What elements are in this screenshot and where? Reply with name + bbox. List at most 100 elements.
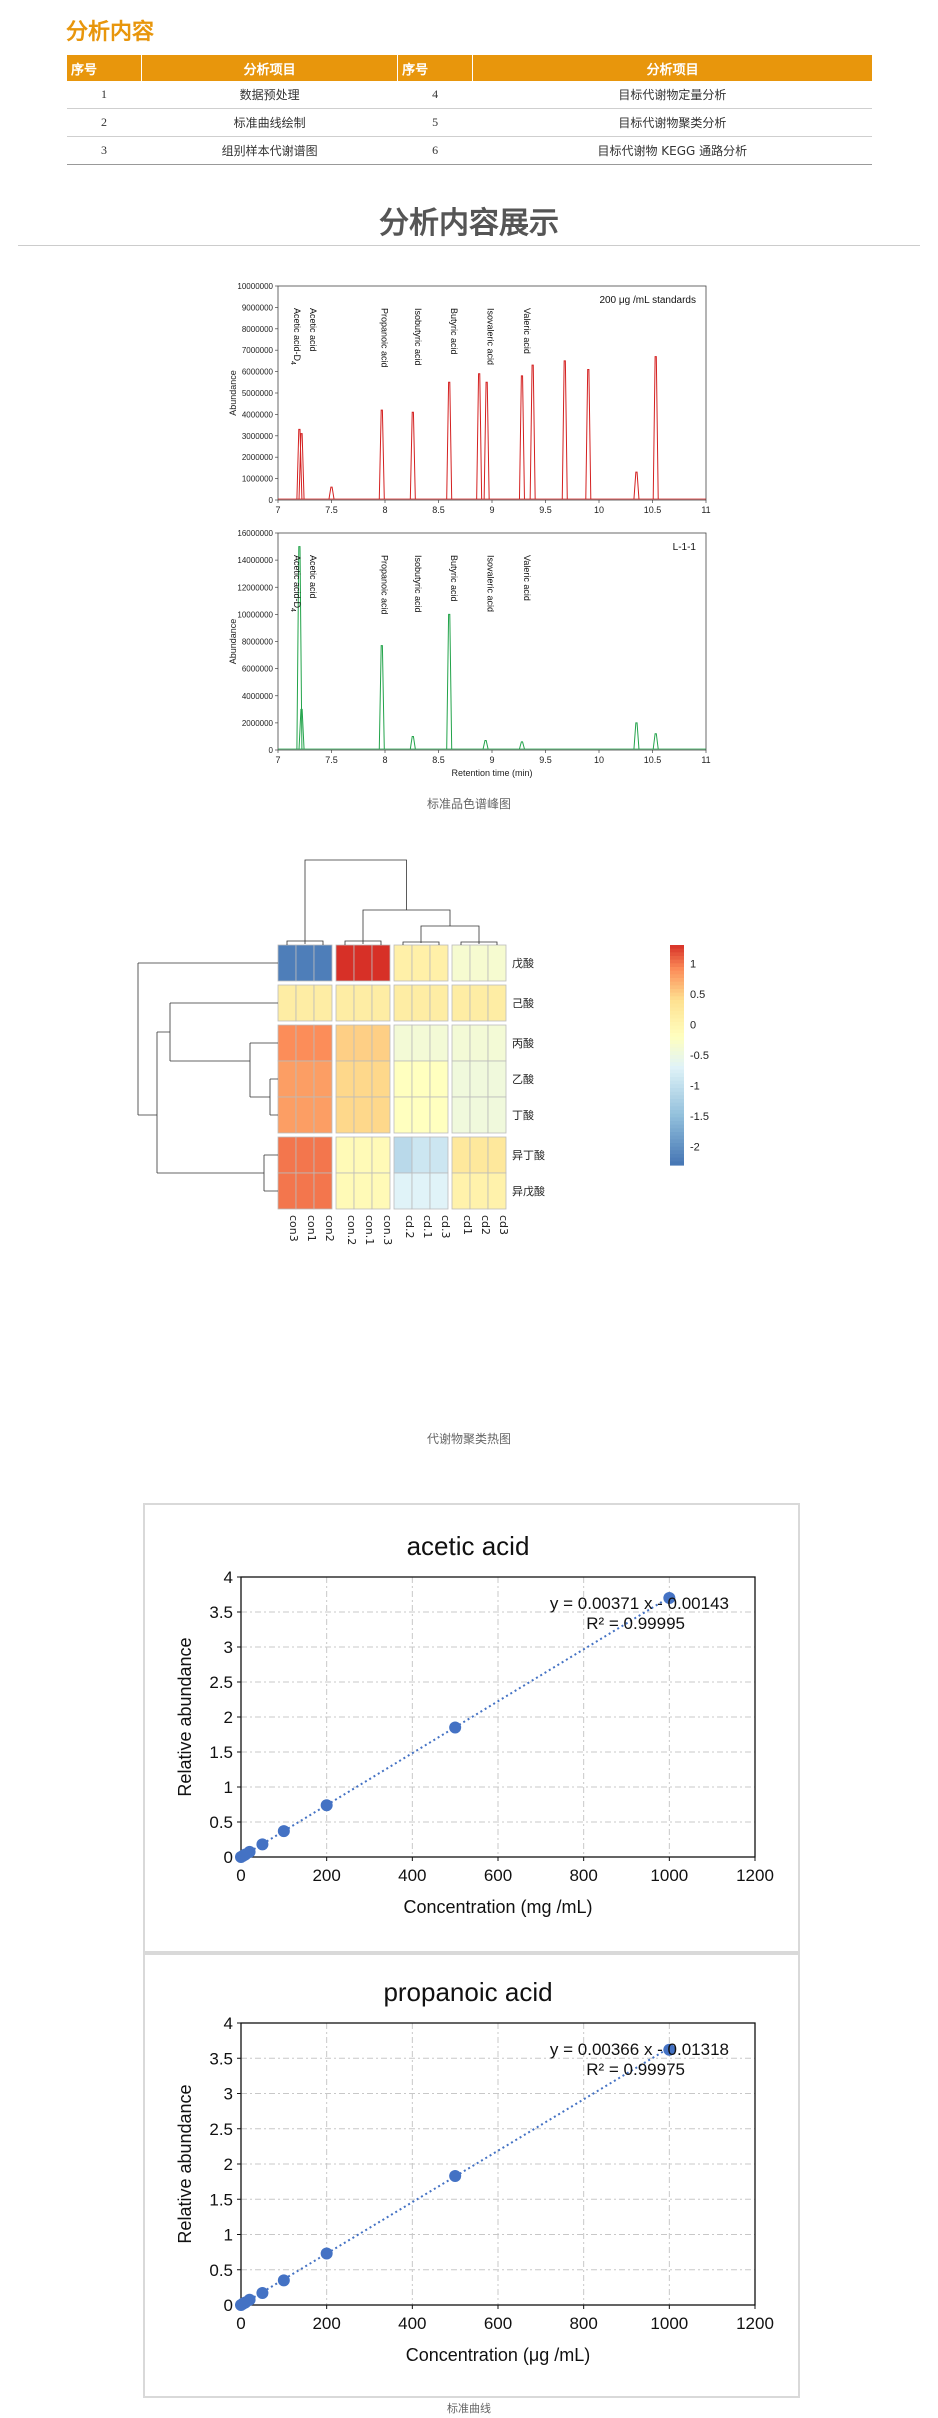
row-label: 丁酸	[512, 1108, 534, 1122]
chromatogram-peak	[328, 486, 335, 500]
table-row: 1 数据预处理 4 目标代谢物定量分析	[66, 81, 872, 109]
curve-title: propanoic acid	[383, 1977, 552, 2007]
y-tick-label: 1.5	[209, 1743, 233, 1762]
colorbar-tick-label: -0.5	[690, 1050, 709, 1062]
colorbar-segment	[670, 1095, 684, 1100]
data-point	[449, 1721, 462, 1734]
heatmap-cell	[469, 944, 489, 982]
y-axis-label: Relative abundance	[175, 2084, 195, 2243]
row-label: 己酸	[512, 996, 534, 1010]
heatmap-cell	[393, 1136, 413, 1174]
column-label: cd.2	[403, 1215, 416, 1239]
colorbar-segment	[670, 1025, 684, 1030]
heatmap-cell	[487, 1096, 507, 1134]
chromatogram-peak	[476, 373, 483, 500]
colorbar-segment	[670, 981, 684, 986]
column-label: cd2	[479, 1215, 492, 1235]
x-tick-label: 10.5	[644, 505, 662, 515]
y-tick-label: 8000000	[242, 325, 274, 334]
heatmap-cell	[469, 1096, 489, 1134]
colorbar-segment	[670, 1121, 684, 1126]
colorbar-segment	[670, 952, 684, 957]
colorbar-tick-label: -1.5	[690, 1111, 709, 1123]
y-tick-label: 0	[224, 2296, 233, 2315]
data-point	[277, 1825, 290, 1838]
heatmap-cell	[451, 1172, 471, 1210]
colorbar-segment	[670, 1055, 684, 1060]
heatmap-cell	[393, 944, 413, 982]
colorbar-segment	[670, 1077, 684, 1082]
x-tick-label: 400	[398, 1866, 426, 1885]
data-point	[320, 1799, 333, 1812]
colorbar-segment	[670, 1011, 684, 1016]
column-label: cd.1	[421, 1215, 434, 1239]
y-tick-label: 2000000	[242, 453, 274, 462]
y-tick-label: 12000000	[237, 583, 273, 592]
x-tick-label: 8.5	[432, 505, 445, 515]
heatmap-cell	[277, 944, 297, 982]
heatmap-cell	[429, 1024, 449, 1062]
colorbar-segment	[670, 1113, 684, 1118]
colorbar-segment	[670, 1069, 684, 1074]
peak-annotation: Isobutyric acid	[413, 308, 423, 366]
row-label: 乙酸	[512, 1072, 534, 1086]
colorbar-segment	[670, 1036, 684, 1041]
heatmap-cell	[469, 1024, 489, 1062]
chromatogram-peak	[585, 368, 592, 500]
heatmap-cell	[313, 1096, 333, 1134]
peak-annotation: Acetic acid-D4	[289, 308, 302, 365]
heatmap-cell	[429, 984, 449, 1022]
peak-annotation: Isovaleric acid	[486, 308, 496, 365]
colorbar-segment	[670, 992, 684, 997]
peak-annotation: Acetic acid	[308, 555, 318, 599]
fit-equation: y = 0.00366 x - 0.01318	[550, 2040, 729, 2059]
colorbar-segment	[670, 1080, 684, 1085]
heatmap-cell	[371, 1060, 391, 1098]
chromatogram-peak	[482, 740, 489, 750]
x-tick-label: 10	[594, 505, 604, 515]
y-tick-label: 3.5	[209, 1603, 233, 1622]
chromatogram-peak	[298, 708, 305, 750]
curve-acetic-chart: acetic acid 0 0.5 1 1.5 2 2.5 3 3.5 4 0 200 400 600 80…	[175, 1531, 774, 1917]
data-point	[256, 2287, 269, 2300]
heatmap-cell	[295, 944, 315, 982]
x-tick-label: 7	[275, 505, 280, 515]
y-tick-label: 2	[224, 2155, 233, 2174]
heatmap-cell	[487, 984, 507, 1022]
y-tick-label: 1	[224, 1778, 233, 1797]
fit-trendline	[240, 2047, 670, 2306]
chromatogram-peak	[378, 645, 385, 750]
heatmap-cell	[487, 1060, 507, 1098]
x-tick-label: 10.5	[644, 755, 662, 765]
table-row: 2 标准曲线绘制 5 目标代谢物聚类分析	[66, 108, 872, 137]
colorbar-segment	[670, 1154, 684, 1159]
heatmap-cell	[313, 944, 333, 982]
colorbar-segment	[670, 1088, 684, 1093]
y-tick-label: 3	[224, 2085, 233, 2104]
colorbar-segment	[670, 959, 684, 964]
heatmap-cell	[451, 1096, 471, 1134]
header-seq-2: 序号	[397, 55, 473, 81]
x-tick-label: 200	[312, 1866, 340, 1885]
heatmap-cell	[393, 1096, 413, 1134]
y-tick-label: 5000000	[242, 389, 274, 398]
chromatogram-peak	[446, 613, 453, 750]
x-tick-label: 11	[701, 755, 710, 765]
heatmap-cell	[451, 944, 471, 982]
heatmap-cell	[429, 1136, 449, 1174]
column-label: cd.3	[439, 1215, 452, 1239]
heatmap-cell	[393, 1060, 413, 1098]
x-tick-label: 1200	[736, 1866, 774, 1885]
chromatogram-peak	[652, 733, 659, 750]
table-cell: 2	[66, 108, 142, 137]
curves-caption: 标准曲线	[447, 2402, 491, 2415]
y-tick-label: 6000000	[242, 368, 274, 377]
heatmap-cell	[277, 1172, 297, 1210]
colorbar-segment	[670, 1073, 684, 1078]
heatmap-cell	[371, 1024, 391, 1062]
y-tick-label: 14000000	[237, 556, 273, 565]
chromatogram-peak	[298, 433, 305, 500]
heatmap-cell	[295, 984, 315, 1022]
heatmap-cell	[277, 984, 297, 1022]
y-tick-label: 16000000	[237, 529, 273, 538]
